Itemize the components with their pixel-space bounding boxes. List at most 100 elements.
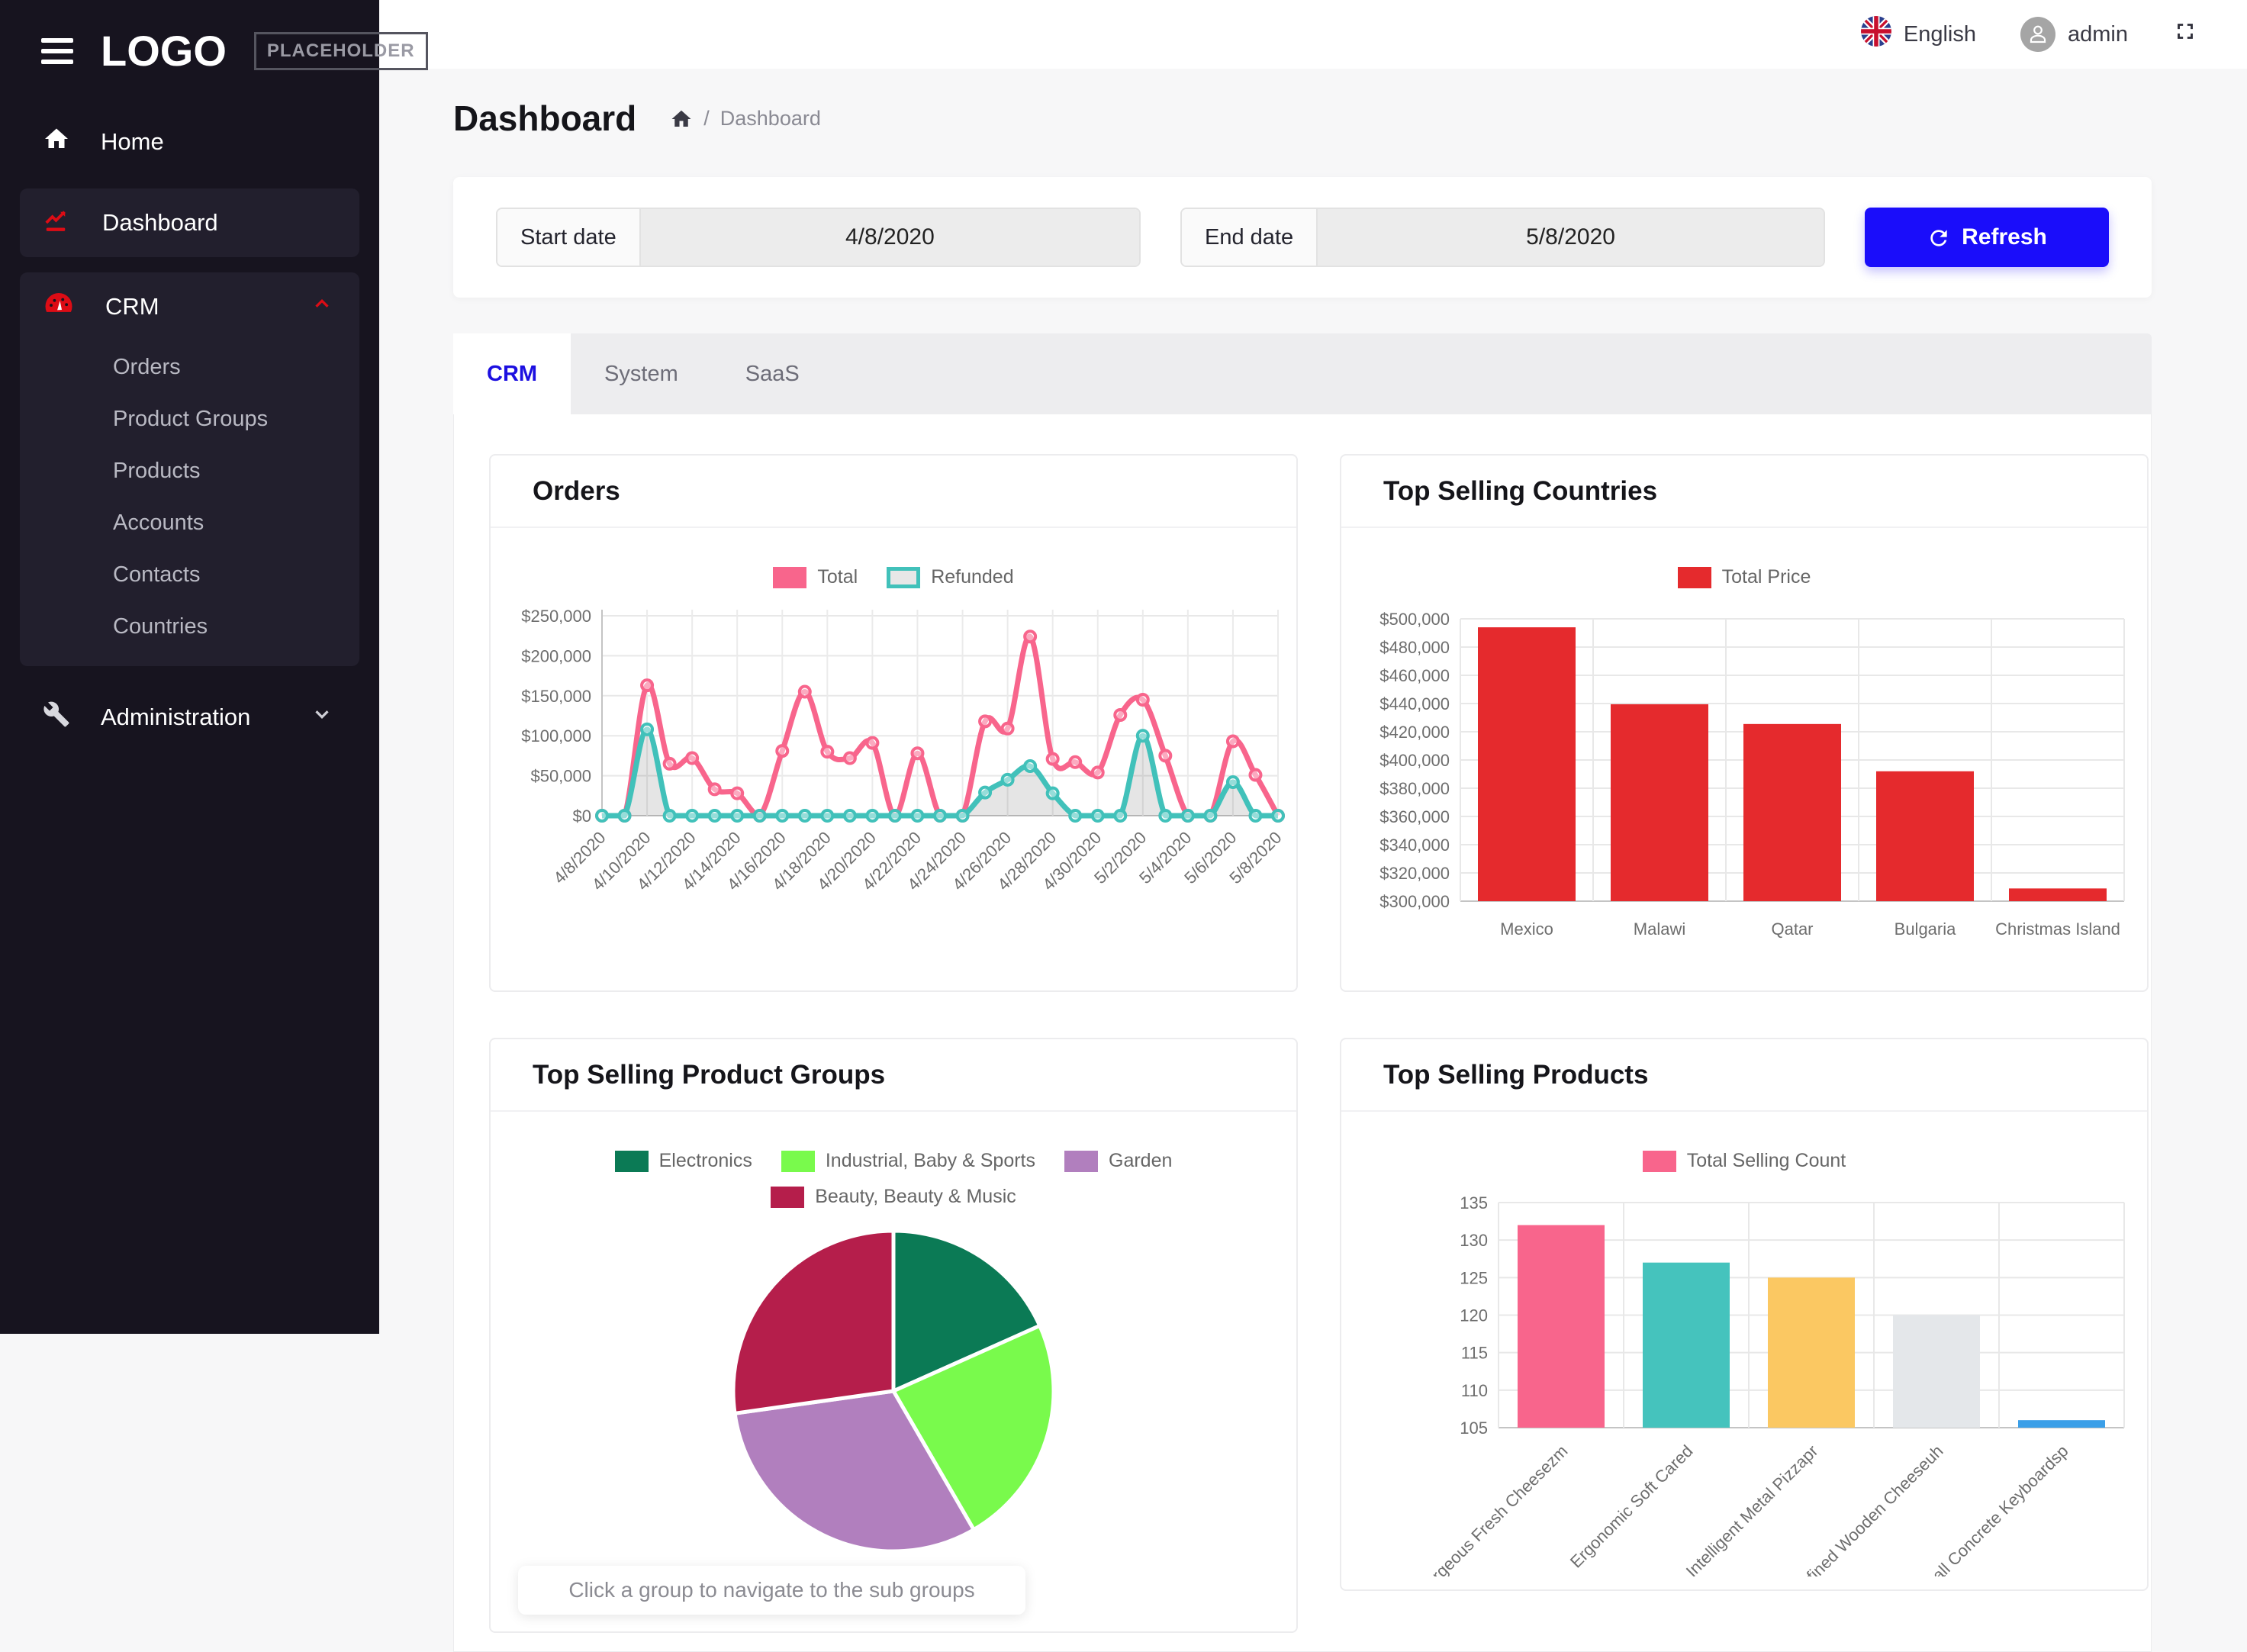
avatar bbox=[2020, 17, 2055, 52]
sidebar-item-countries[interactable]: Countries bbox=[113, 613, 208, 639]
sidebar-item-products[interactable]: Products bbox=[113, 458, 201, 483]
sidebar-item-home[interactable]: Home bbox=[0, 111, 379, 173]
legend-item[interactable]: Beauty, Beauty & Music bbox=[771, 1186, 1016, 1208]
sidebar: LOGO PLACEHOLDER Home Dashboard CRM Orde… bbox=[0, 0, 428, 1334]
tab-crm[interactable]: CRM bbox=[453, 333, 571, 414]
svg-text:110: 110 bbox=[1461, 1381, 1488, 1400]
pie-slice[interactable] bbox=[891, 1229, 1043, 1394]
sidebar-item-label: Dashboard bbox=[102, 209, 218, 236]
svg-text:Ergonomic Soft Cared: Ergonomic Soft Cared bbox=[1566, 1441, 1697, 1572]
orders-legend: Total Refunded bbox=[491, 566, 1296, 588]
svg-text:$400,000: $400,000 bbox=[1379, 751, 1450, 770]
bar bbox=[1643, 1262, 1730, 1428]
page-header: Dashboard / Dashboard bbox=[453, 98, 821, 139]
svg-text:105: 105 bbox=[1460, 1419, 1488, 1438]
pie-slice[interactable] bbox=[890, 1323, 1056, 1533]
wrench-icon bbox=[43, 700, 70, 734]
orders-card: Orders Total Refunded $0 $50,000 $100,000 $1… bbox=[489, 454, 1298, 992]
sidebar-group-crm: CRM Orders Product Groups Products Accou… bbox=[20, 272, 359, 666]
products-card-title: Top Selling Products bbox=[1341, 1039, 2147, 1112]
svg-text:125: 125 bbox=[1460, 1268, 1488, 1287]
svg-text:$100,000: $100,000 bbox=[521, 726, 591, 745]
tab-panel: Orders Total Refunded $0 $50,000 $100,000 $1… bbox=[453, 414, 2152, 1652]
line-chart-svg: $0 $50,000 $100,000 $150,000 $200,000 $250,00… bbox=[521, 607, 1285, 894]
refresh-button[interactable]: Refresh bbox=[1865, 208, 2109, 267]
product-groups-card: Top Selling Product Groups Electronics In… bbox=[489, 1038, 1298, 1633]
legend-item[interactable]: Refunded bbox=[887, 566, 1014, 588]
svg-text:$420,000: $420,000 bbox=[1379, 723, 1450, 742]
countries-bar-chart: $300,000 $320,000 $340,000 $360,000 $380,000… bbox=[1341, 596, 2147, 981]
groups-legend: Electronics Industrial, Baby & Sports Gard… bbox=[527, 1150, 1260, 1208]
legend-item[interactable]: Industrial, Baby & Sports bbox=[781, 1150, 1035, 1172]
breadcrumb-current: Dashboard bbox=[719, 106, 821, 130]
home-icon bbox=[43, 125, 70, 159]
legend-item[interactable]: Total Selling Count bbox=[1642, 1150, 1846, 1172]
svg-text:$300,000: $300,000 bbox=[1379, 892, 1450, 911]
svg-text:$380,000: $380,000 bbox=[1379, 779, 1450, 798]
svg-text:Intelligent Metal Pizzapr: Intelligent Metal Pizzapr bbox=[1682, 1441, 1822, 1576]
sidebar-item-orders[interactable]: Orders bbox=[113, 354, 181, 379]
svg-text:$0: $0 bbox=[573, 807, 591, 826]
sidebar-item-crm[interactable]: CRM bbox=[20, 272, 359, 341]
user-menu[interactable]: admin bbox=[2020, 17, 2128, 52]
bar bbox=[2009, 888, 2107, 901]
legend-item[interactable]: Electronics bbox=[614, 1150, 752, 1172]
bar bbox=[1876, 771, 1974, 901]
groups-pie-chart[interactable] bbox=[491, 1216, 1296, 1570]
sidebar-item-accounts[interactable]: Accounts bbox=[113, 510, 204, 535]
svg-text:$200,000: $200,000 bbox=[521, 646, 591, 665]
tab-system[interactable]: System bbox=[604, 361, 678, 386]
menu-toggle-icon[interactable] bbox=[41, 37, 73, 64]
line-chart-icon bbox=[43, 205, 72, 240]
breadcrumb-separator: / bbox=[703, 106, 710, 130]
svg-text:$480,000: $480,000 bbox=[1379, 638, 1450, 657]
bar bbox=[1611, 704, 1708, 901]
chevron-down-icon bbox=[311, 703, 333, 732]
pie-note: Click a group to navigate to the sub gro… bbox=[518, 1566, 1025, 1615]
tab-saas[interactable]: SaaS bbox=[745, 361, 800, 386]
products-bar-chart: 105 110 115 120 125 130 135 Gorgeous Fresh Chee… bbox=[1341, 1180, 2147, 1602]
countries-card-title: Top Selling Countries bbox=[1341, 456, 2147, 528]
bar bbox=[1478, 627, 1576, 901]
groups-card-title: Top Selling Product Groups bbox=[491, 1039, 1296, 1112]
svg-text:$50,000: $50,000 bbox=[530, 767, 591, 786]
svg-text:Mexico: Mexico bbox=[1500, 919, 1553, 939]
pie-slice[interactable] bbox=[732, 1389, 977, 1554]
products-card: Top Selling Products Total Selling Count… bbox=[1340, 1038, 2149, 1602]
start-date-input[interactable] bbox=[640, 209, 1139, 266]
bar-chart-svg: 105 110 115 120 125 130 135 Gorgeous Fresh Chee… bbox=[1412, 1193, 2125, 1602]
end-date-input[interactable] bbox=[1318, 209, 1824, 266]
svg-text:$440,000: $440,000 bbox=[1379, 694, 1450, 713]
svg-text:Gorgeous Fresh Cheesezm: Gorgeous Fresh Cheesezm bbox=[1412, 1441, 1572, 1576]
dashboard-tabs: CRM System SaaS bbox=[453, 333, 2152, 414]
orders-line-chart: $0 $50,000 $100,000 $150,000 $200,000 $250,00… bbox=[491, 596, 1296, 958]
language-label: English bbox=[1903, 21, 1976, 47]
start-date-group: Start date bbox=[496, 208, 1141, 267]
breadcrumb-home-icon[interactable] bbox=[670, 106, 693, 130]
legend-item[interactable]: Garden bbox=[1064, 1150, 1172, 1172]
svg-text:$150,000: $150,000 bbox=[521, 687, 591, 706]
pie-slice[interactable] bbox=[731, 1229, 896, 1416]
language-selector[interactable]: English bbox=[1860, 16, 1976, 53]
sidebar-item-dashboard[interactable]: Dashboard bbox=[20, 188, 359, 257]
svg-text:120: 120 bbox=[1460, 1306, 1488, 1325]
legend-item[interactable]: Total Price bbox=[1677, 566, 1811, 588]
bar-chart-svg: $300,000 $320,000 $340,000 $360,000 $380,000… bbox=[1379, 610, 2125, 939]
countries-legend: Total Price bbox=[1341, 566, 2147, 588]
page-title: Dashboard bbox=[453, 98, 637, 138]
sidebar-item-product-groups[interactable]: Product Groups bbox=[113, 406, 269, 431]
logo: LOGO bbox=[101, 27, 227, 75]
refresh-icon bbox=[1927, 224, 1951, 250]
sidebar-item-administration[interactable]: Administration bbox=[0, 683, 379, 752]
bar bbox=[1768, 1277, 1855, 1428]
svg-text:135: 135 bbox=[1460, 1193, 1488, 1212]
sidebar-item-contacts[interactable]: Contacts bbox=[113, 562, 201, 587]
svg-text:115: 115 bbox=[1461, 1344, 1488, 1363]
fullscreen-button[interactable] bbox=[2172, 18, 2198, 50]
svg-text:Bulgaria: Bulgaria bbox=[1894, 919, 1956, 939]
legend-item[interactable]: Total bbox=[773, 566, 858, 588]
svg-text:$250,000: $250,000 bbox=[521, 607, 591, 626]
expand-icon bbox=[2172, 18, 2198, 50]
bar bbox=[1893, 1315, 1980, 1428]
svg-text:Malawi: Malawi bbox=[1634, 919, 1685, 939]
